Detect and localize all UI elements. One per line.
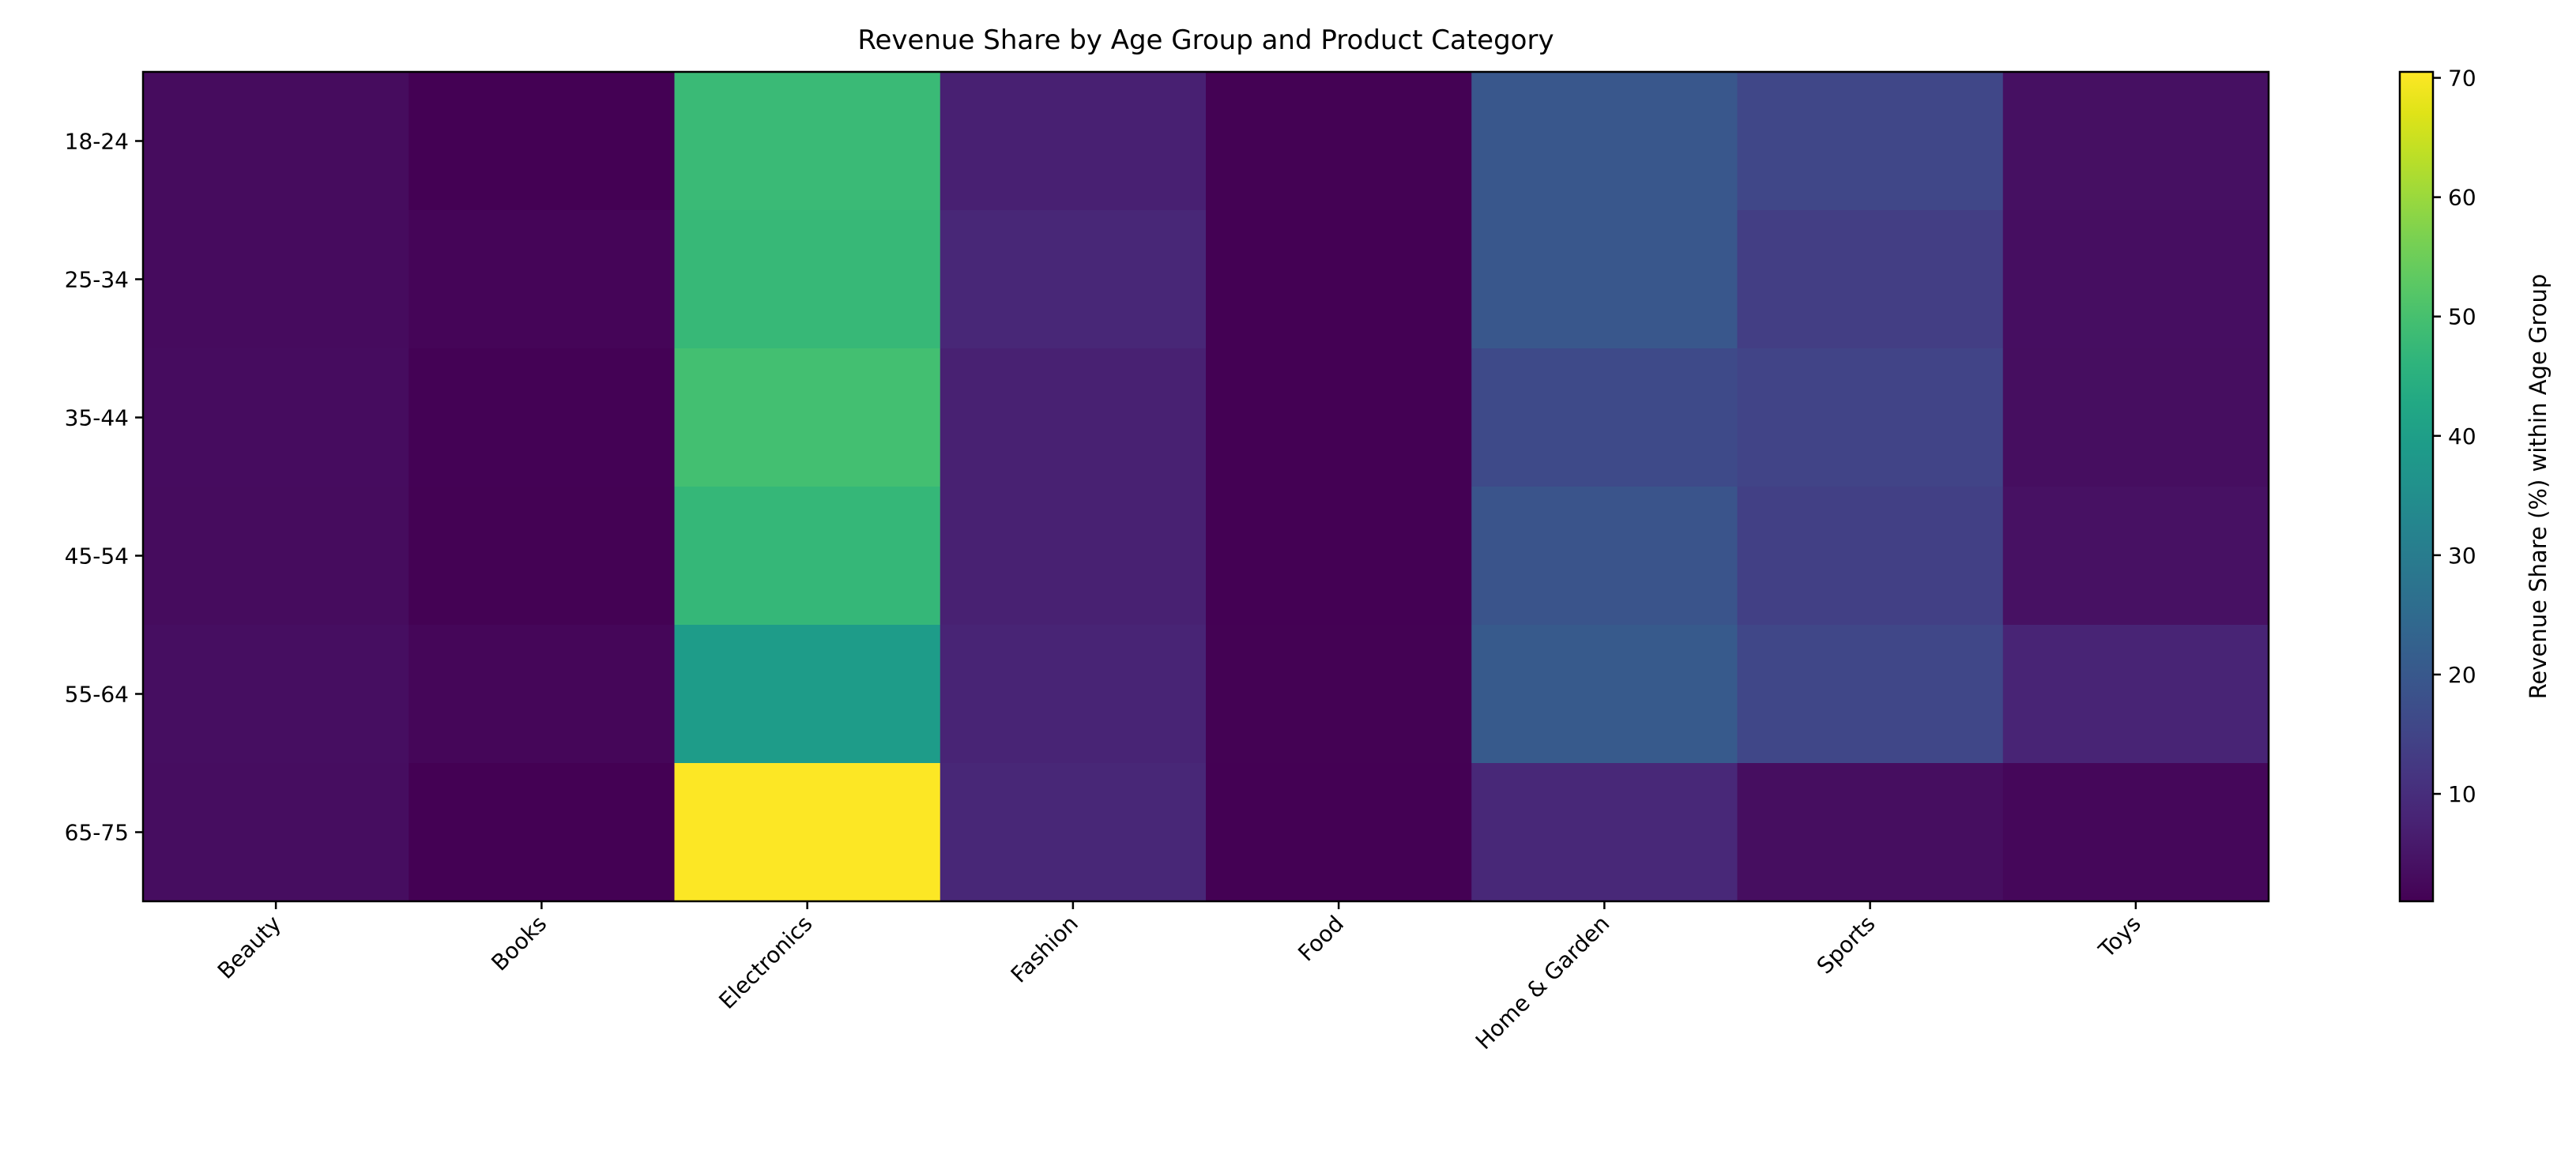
colorbar-label: Revenue Share (%) within Age Group xyxy=(2525,274,2552,700)
heatmap-cell xyxy=(1471,625,1738,764)
heatmap-cell xyxy=(1206,487,1472,626)
heatmap-cell xyxy=(1471,487,1738,626)
colorbar-tick-label: 10 xyxy=(2448,781,2476,807)
heatmap-cell xyxy=(2002,348,2269,487)
y-tick-label: 45-54 xyxy=(65,543,129,570)
heatmap-cell xyxy=(409,487,675,626)
colorbar-tick-label: 40 xyxy=(2448,423,2476,449)
x-tick-label: Home & Garden xyxy=(1471,911,1614,1055)
heatmap-cell xyxy=(674,625,941,764)
heatmap-cell xyxy=(2002,487,2269,626)
heatmap-cell xyxy=(674,763,941,902)
heatmap-cell xyxy=(940,763,1207,902)
x-tick-label: Fashion xyxy=(1006,911,1083,988)
heatmap-cell xyxy=(409,210,675,349)
heatmap-cell xyxy=(1206,72,1472,211)
y-tick-label: 55-64 xyxy=(65,682,129,708)
heatmap-cell xyxy=(143,210,409,349)
heatmap-cell xyxy=(1737,72,2004,211)
x-axis: Beauty Books Electronics Fashion Food Home & … xyxy=(213,901,2146,1055)
heatmap-cell xyxy=(143,348,409,487)
colorbar-tick-label: 20 xyxy=(2448,662,2476,688)
heatmap-cell xyxy=(2002,763,2269,902)
heatmap-cell xyxy=(409,72,675,211)
y-axis: 18-24 25-34 35-44 45-54 55-64 65-75 xyxy=(65,129,143,846)
y-tick-label: 18-24 xyxy=(65,129,129,155)
colorbar-tick-label: 30 xyxy=(2448,543,2476,569)
heatmap-cell xyxy=(940,487,1207,626)
heatmap-cell xyxy=(409,625,675,764)
heatmap-cells xyxy=(143,72,2269,902)
x-tick-label: Toys xyxy=(2093,911,2146,964)
heatmap-cell xyxy=(143,625,409,764)
heatmap-cell xyxy=(674,487,941,626)
chart-title: Revenue Share by Age Group and Product C… xyxy=(857,24,1554,56)
heatmap-cell xyxy=(1206,348,1472,487)
heatmap-cell xyxy=(940,348,1207,487)
y-tick-label: 25-34 xyxy=(65,267,129,293)
heatmap-cell xyxy=(2002,72,2269,211)
x-tick-label: Sports xyxy=(1812,911,1881,979)
heatmap-cell xyxy=(2002,625,2269,764)
heatmap-cell xyxy=(940,210,1207,349)
plot-frame xyxy=(141,70,2270,903)
heatmap-cell xyxy=(940,625,1207,764)
colorbar-axis: 10 20 30 40 50 60 70 xyxy=(2433,66,2476,807)
heatmap-cell xyxy=(143,763,409,902)
heatmap-cell xyxy=(1737,487,2004,626)
x-tick-label: Electronics xyxy=(714,911,817,1014)
heatmap-cell xyxy=(409,763,675,902)
heatmap-cell xyxy=(1471,763,1738,902)
x-tick-label: Books xyxy=(486,911,552,976)
heatmap-cell xyxy=(674,72,941,211)
x-tick-label: Food xyxy=(1293,911,1349,967)
heatmap-cell xyxy=(1471,72,1738,211)
heatmap-cell xyxy=(143,72,409,211)
heatmap-cell xyxy=(409,348,675,487)
heatmap-cell xyxy=(2002,210,2269,349)
heatmap-cell xyxy=(674,348,941,487)
y-tick-label: 65-75 xyxy=(65,820,129,846)
heatmap-cell xyxy=(1737,625,2004,764)
x-tick-label: Beauty xyxy=(213,911,286,984)
heatmap-cell xyxy=(1206,763,1472,902)
heatmap-cell xyxy=(1737,348,2004,487)
heatmap-cell xyxy=(1737,763,2004,902)
heatmap-cell xyxy=(940,72,1207,211)
heatmap-cell xyxy=(674,210,941,349)
colorbar-tick-label: 70 xyxy=(2448,66,2476,92)
colorbar-tick-label: 50 xyxy=(2448,304,2476,330)
colorbar xyxy=(2398,70,2435,903)
heatmap-cell xyxy=(143,487,409,626)
colorbar-tick-label: 60 xyxy=(2448,185,2476,211)
heatmap-cell xyxy=(1206,625,1472,764)
heatmap-cell xyxy=(1471,348,1738,487)
heatmap-cell xyxy=(1737,210,2004,349)
heatmap-cell xyxy=(1206,210,1472,349)
y-tick-label: 35-44 xyxy=(65,405,129,431)
heatmap-cell xyxy=(1471,210,1738,349)
